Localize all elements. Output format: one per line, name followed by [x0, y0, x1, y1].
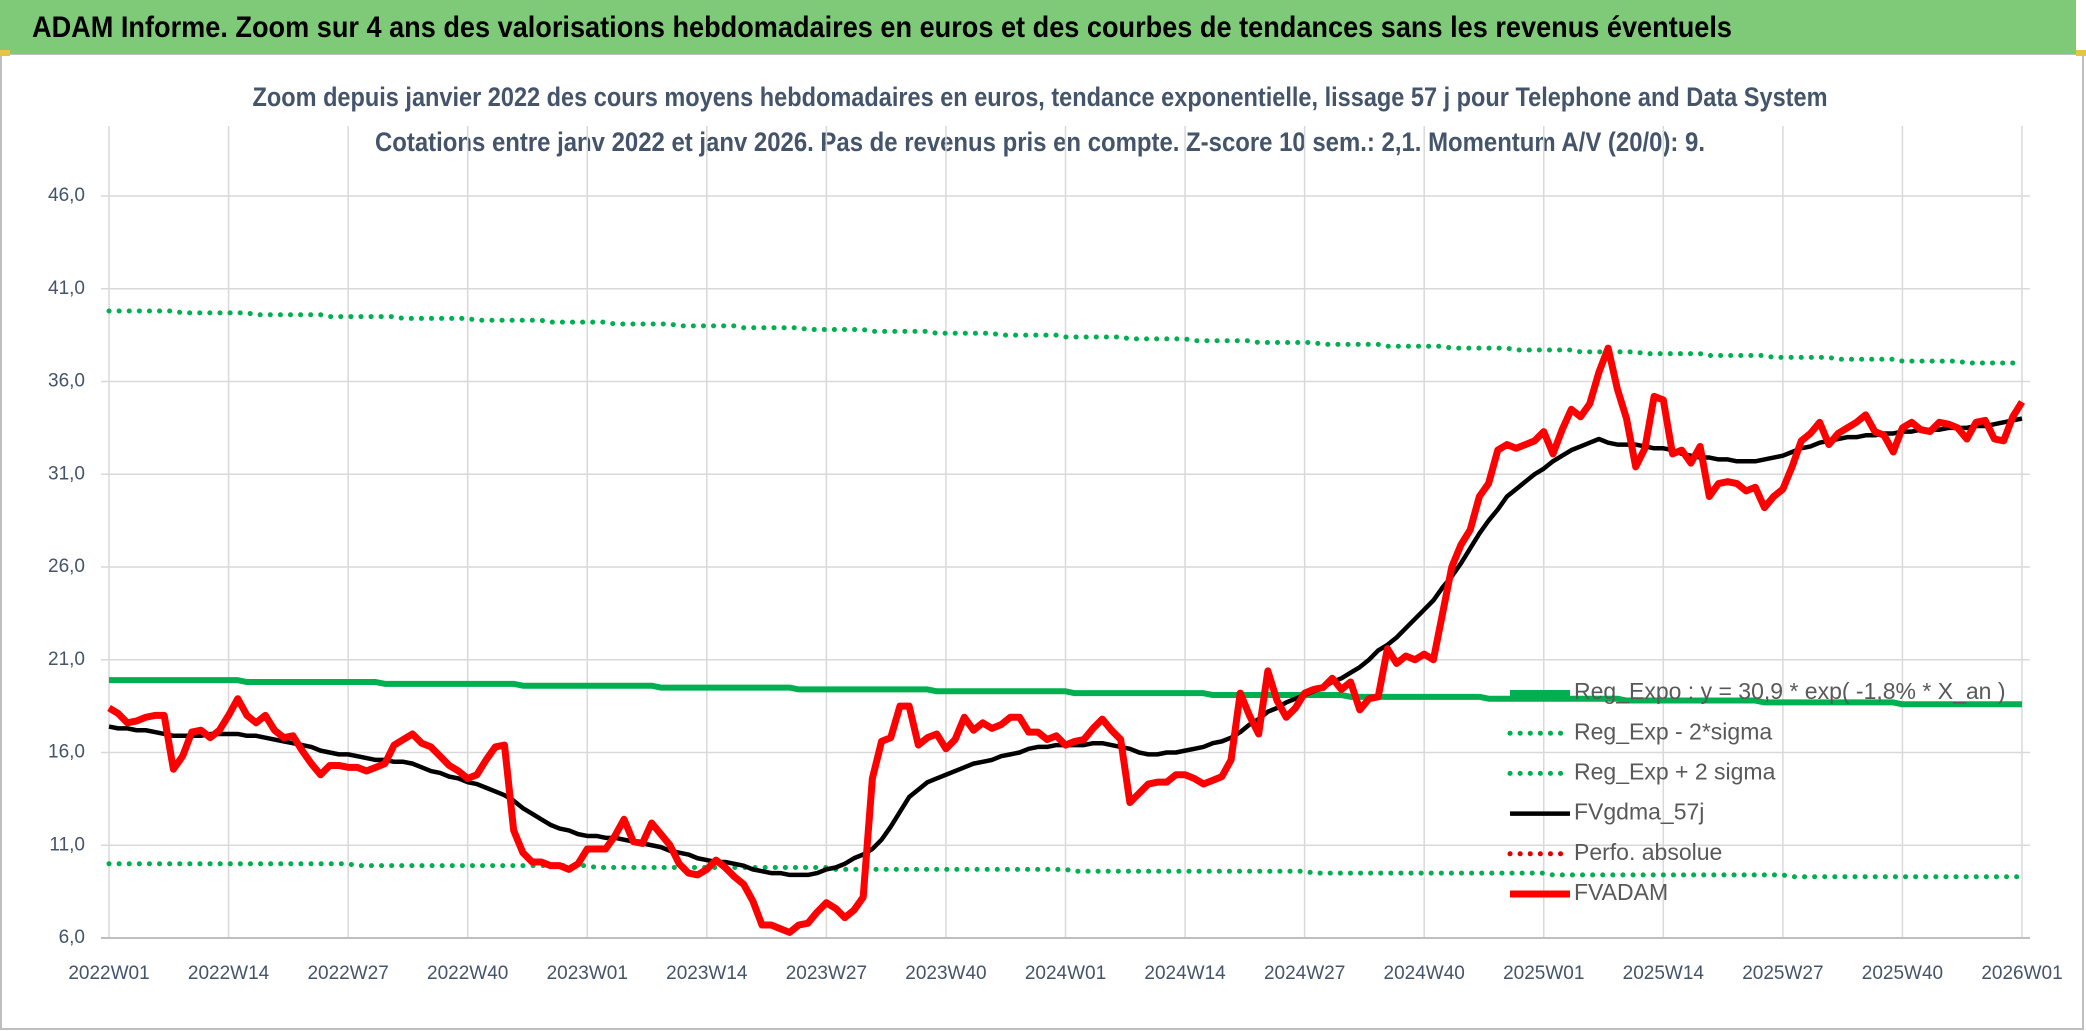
x-tick-label: 2023W27 — [786, 963, 867, 984]
x-tick-label: 2026W01 — [1981, 963, 2062, 984]
x-tick-label: 2023W40 — [905, 963, 986, 984]
series-line — [106, 308, 2025, 366]
x-tick-label: 2022W40 — [427, 963, 508, 984]
header-title: ADAM Informe. Zoom sur 4 ans des valoris… — [32, 11, 1732, 44]
y-tick-label: 26,0 — [48, 556, 85, 577]
x-tick-label: 2024W27 — [1264, 963, 1345, 984]
legend-label: Reg_Expo : y = 30,9 * exp( -1,8% * X_an … — [1574, 678, 2006, 704]
y-tick-label: 31,0 — [48, 463, 85, 484]
legend-label: Reg_Exp + 2 sigma — [1574, 758, 1776, 784]
header-corner — [0, 50, 10, 56]
y-tick-label: 16,0 — [48, 742, 85, 763]
series-line — [109, 677, 2022, 708]
x-tick-label: 2024W40 — [1384, 963, 1465, 984]
x-tick-label: 2025W14 — [1623, 963, 1705, 984]
header-bar — [0, 0, 2076, 54]
x-tick-label: 2025W27 — [1742, 963, 1823, 984]
header-corner — [2076, 50, 2086, 56]
y-tick-label: 46,0 — [48, 185, 85, 206]
y-tick-label: 21,0 — [48, 649, 85, 670]
legend-label: Reg_Exp - 2*sigma — [1574, 718, 1772, 744]
y-tick-label: 41,0 — [48, 278, 85, 299]
x-tick-label: 2022W01 — [68, 963, 149, 984]
series-line — [106, 861, 2025, 880]
x-tick-label: 2025W01 — [1503, 963, 1584, 984]
x-tick-label: 2024W01 — [1025, 963, 1106, 984]
y-tick-label: 11,0 — [49, 834, 85, 855]
y-tick-label: 6,0 — [59, 927, 85, 948]
series-line — [107, 344, 2025, 936]
x-tick-label: 2025W40 — [1862, 963, 1943, 984]
x-tick-label: 2022W14 — [188, 963, 270, 984]
legend-label: FVgdma_57j — [1574, 799, 1704, 825]
chart-title: Zoom depuis janvier 2022 des cours moyen… — [253, 82, 1828, 112]
x-tick-label: 2022W27 — [307, 963, 388, 984]
legend-label: FVADAM — [1574, 879, 1668, 905]
x-tick-label: 2024W14 — [1144, 963, 1226, 984]
chart-subtitle: Cotations entre janv 2022 et janv 2026. … — [375, 127, 1705, 157]
y-tick-label: 36,0 — [48, 371, 85, 392]
x-tick-label: 2023W14 — [666, 963, 748, 984]
legend-label: Perfo. absolue — [1574, 839, 1722, 865]
x-tick-label: 2023W01 — [547, 963, 628, 984]
